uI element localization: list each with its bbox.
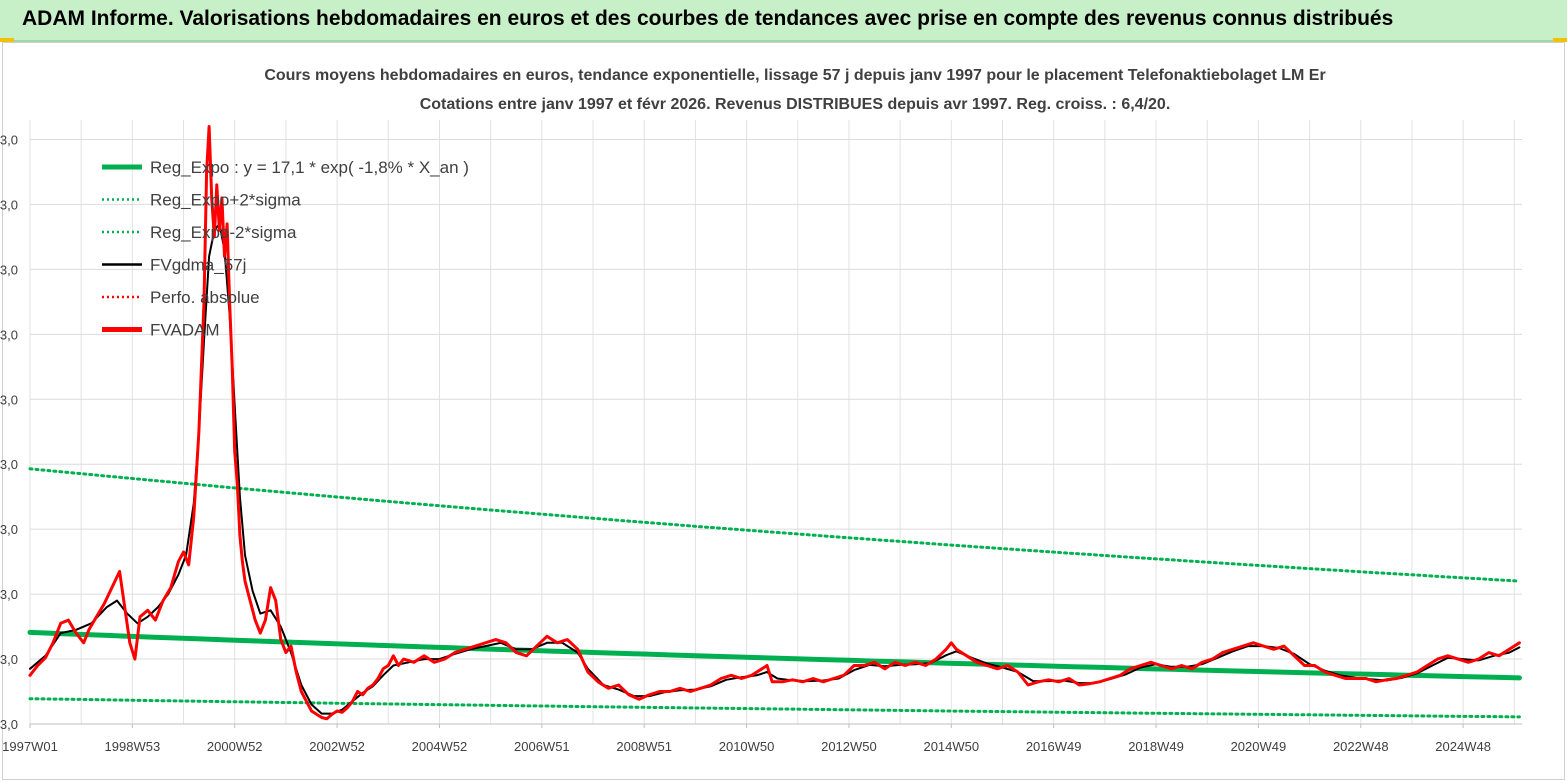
x-tick-label: 2006W51 — [514, 739, 570, 754]
series-reg-expo-2-sigma — [28, 697, 1521, 719]
x-tick-label: 2014W50 — [923, 739, 979, 754]
x-tick-label: 2022W48 — [1333, 739, 1389, 754]
legend-label: Reg_Expo-2*sigma — [150, 223, 297, 242]
legend-label: FVgdma_57j — [150, 256, 246, 275]
series-fvadam — [28, 125, 1521, 721]
y-tick-label: 33,0 — [0, 522, 18, 537]
y-tick-label: 73,0 — [0, 262, 18, 277]
grid — [29, 120, 1522, 728]
chart-title: Cours moyens hebdomadaires en euros, ten… — [264, 67, 1325, 84]
y-tick-label: 23,0 — [0, 587, 18, 602]
y-tick-label: 13,0 — [0, 652, 18, 667]
x-tick-label: 2004W52 — [412, 739, 468, 754]
corner-mark-right — [1553, 38, 1567, 42]
legend-label: FVADAM — [150, 321, 220, 340]
x-tick-label: 1997W01 — [2, 739, 58, 754]
x-tick-label: 1998W53 — [105, 739, 161, 754]
x-tick-label: 2016W49 — [1026, 739, 1082, 754]
series-layer — [27, 125, 1522, 721]
header-bar: ADAM Informe. Valorisations hebdomadaire… — [0, 0, 1567, 42]
y-tick-label: 93,0 — [0, 132, 18, 147]
axis-labels: 93,0 83,0 73,0 63,0 53,0 43,0 33,0 23,0 13,0 3,0 1… — [0, 132, 1491, 754]
x-tick-label: 2002W52 — [309, 739, 365, 754]
y-tick-label: 43,0 — [0, 457, 18, 472]
x-tick-label: 2012W50 — [821, 739, 877, 754]
x-tick-label: 2008W51 — [616, 739, 672, 754]
legend-label: Reg_Expo : y = 17,1 * exp( -1,8% * X_an … — [150, 158, 469, 177]
x-tick-label: 2024W48 — [1435, 739, 1491, 754]
y-tick-label: 53,0 — [0, 392, 18, 407]
legend-label: Reg_Expo+2*sigma — [150, 191, 301, 210]
series-reg-expo-2-sigma — [28, 467, 1521, 583]
corner-mark-left — [0, 38, 14, 42]
chart-subtitle: Cotations entre janv 1997 et févr 2026. … — [420, 96, 1171, 113]
legend: Reg_Expo : y = 17,1 * exp( -1,8% * X_an … — [102, 158, 469, 340]
y-tick-label: 3,0 — [0, 717, 18, 732]
x-tick-label: 2020W49 — [1231, 739, 1287, 754]
x-tick-label: 2018W49 — [1128, 739, 1184, 754]
x-tick-label: 2010W50 — [719, 739, 775, 754]
legend-label: Perfo. absolue — [150, 288, 260, 307]
page-title: ADAM Informe. Valorisations hebdomadaire… — [22, 7, 1394, 30]
y-tick-label: 63,0 — [0, 327, 18, 342]
series-reg-expo — [27, 629, 1522, 681]
x-tick-label: 2000W52 — [207, 739, 263, 754]
y-tick-label: 83,0 — [0, 197, 18, 212]
